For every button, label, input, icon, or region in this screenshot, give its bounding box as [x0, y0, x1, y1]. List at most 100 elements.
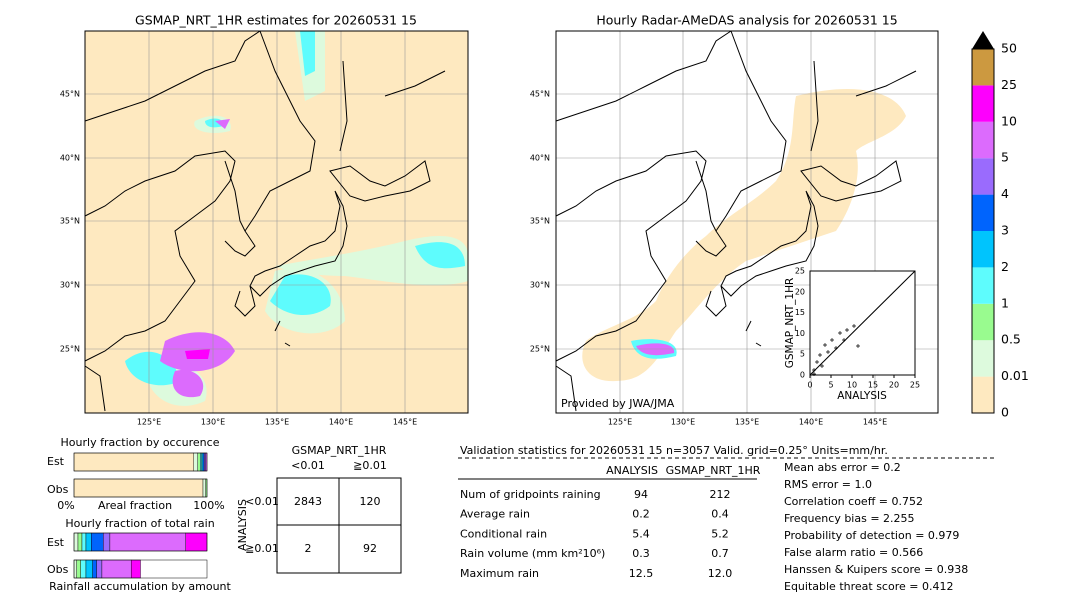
fraction-segment [92, 559, 97, 579]
panel-title: Hourly fraction of total rain [65, 517, 214, 530]
score: False alarm ratio = 0.566 [784, 546, 923, 559]
colorbar-segment [972, 267, 994, 304]
lat-label: 40°N [60, 154, 80, 163]
score: Correlation coeff = 0.752 [784, 495, 923, 508]
colorbar-segment [972, 340, 994, 377]
fraction-segment [130, 559, 141, 579]
y-tick-label: 20 [795, 287, 805, 296]
fraction-segment [81, 532, 87, 552]
scatter-inset: GSMAP_NRT_1HR ANALYSIS 00 5 5 10 10 15 15 20 20 2… [784, 267, 920, 403]
lat-label: 30°N [60, 281, 80, 290]
lon-label: 135°E [735, 418, 759, 427]
fraction-segment [109, 532, 186, 552]
y-tick-label: 15 [795, 308, 805, 317]
colorbar-label: 2 [1001, 259, 1009, 274]
stat-value: 0.2 [632, 508, 650, 521]
colorbar-label: 10 [1001, 113, 1017, 128]
score: Hanssen & Kuipers score = 0.938 [784, 563, 968, 576]
lon-label: 145°E [863, 418, 887, 427]
axis-label: Areal fraction [98, 499, 172, 512]
colorbar-segment [972, 158, 994, 195]
fraction-segment [85, 532, 92, 552]
panel-footer: Rainfall accumulation by amount [49, 580, 231, 593]
stat-label: Rain volume (mm km²10⁶) [460, 547, 605, 560]
y-tick-label: 5 [800, 350, 805, 359]
fraction-segment [73, 559, 77, 579]
col-header: GSMAP_NRT_1HR [666, 464, 761, 477]
fraction-segment [91, 532, 104, 552]
row-label: Est [47, 536, 65, 549]
fraction-segment [193, 452, 198, 472]
stat-label: Maximum rain [460, 567, 539, 580]
scatter-ylabel: GSMAP_NRT_1HR [784, 278, 796, 369]
row-label: ≧0.01 [245, 542, 279, 555]
lon-label: 125°E [137, 418, 161, 427]
colorbar-label: 0.5 [1001, 332, 1021, 347]
stat-value: 0.7 [711, 547, 729, 560]
colorbar-segment [972, 194, 994, 231]
colorbar-label: 0.01 [1001, 368, 1029, 383]
colorbar-label: 1 [1001, 295, 1009, 310]
lon-label: 130°E [201, 418, 225, 427]
colorbar-segment [972, 231, 994, 268]
colorbar-segment [972, 121, 994, 159]
lon-label: 125°E [608, 418, 632, 427]
fraction-segment [80, 559, 87, 579]
x-tick-label: 20 [889, 381, 899, 390]
stat-value: 0.3 [632, 547, 650, 560]
row-label: Obs [47, 563, 69, 576]
stat-value: 212 [710, 488, 731, 501]
colorbar-segment [972, 49, 994, 86]
row-label: <0.01 [245, 495, 279, 508]
fraction-segment [101, 559, 132, 579]
x-tick-label: 25 [910, 381, 920, 390]
bar-frame [73, 532, 208, 552]
bar-frame [73, 559, 208, 579]
colorbar-segment [972, 376, 994, 413]
cell-value: 120 [360, 495, 381, 508]
lat-label: 25°N [530, 345, 550, 354]
colorbar-label: 50 [1001, 41, 1017, 56]
map-title: Hourly Radar-AMeDAS analysis for 2026053… [596, 13, 897, 28]
credit: Provided by JWA/JMA [561, 397, 675, 410]
row-label: Obs [47, 483, 69, 496]
stat-value: 5.2 [711, 527, 729, 540]
colorbar-label: 3 [1001, 223, 1009, 238]
score: Frequency bias = 2.255 [784, 512, 915, 525]
colorbar-label: 5 [1001, 150, 1009, 165]
x-tick-label: 10 [847, 381, 857, 390]
stat-label: Conditional rain [460, 527, 547, 540]
cell-value: 2843 [294, 495, 322, 508]
score: Probability of detection = 0.979 [784, 529, 959, 542]
y-tick-label: 10 [795, 329, 805, 338]
lon-label: 135°E [265, 418, 289, 427]
stat-label: Average rain [460, 508, 530, 521]
colorbar-label: 4 [1001, 186, 1009, 201]
x-tick-label: 0 [807, 381, 812, 390]
row-label: Est [47, 455, 65, 468]
lat-label: 35°N [530, 217, 550, 226]
col-header: ANALYSIS [606, 464, 658, 477]
lat-label: 35°N [60, 217, 80, 226]
fraction-segment [103, 532, 111, 552]
axis-label: 100% [193, 499, 224, 512]
x-tick-label: 5 [828, 381, 833, 390]
lon-label: 140°E [799, 418, 823, 427]
map-title: GSMAP_NRT_1HR estimates for 20260531 15 [135, 13, 417, 28]
stat-value: 12.5 [629, 567, 654, 580]
score: Equitable threat score = 0.412 [784, 580, 953, 593]
score: RMS error = 1.0 [784, 478, 872, 491]
bar-frame [73, 452, 208, 472]
fraction-segment [202, 478, 206, 498]
fraction-segment [85, 559, 93, 579]
fraction-segment [77, 532, 83, 552]
stat-value: 5.4 [632, 527, 650, 540]
lat-label: 40°N [530, 154, 550, 163]
right-map [555, 30, 939, 414]
table-ylabel: ANALYSIS [236, 499, 249, 551]
lat-label: 30°N [530, 281, 550, 290]
cell-value: 2 [305, 542, 312, 555]
x-tick-label: 15 [868, 381, 878, 390]
